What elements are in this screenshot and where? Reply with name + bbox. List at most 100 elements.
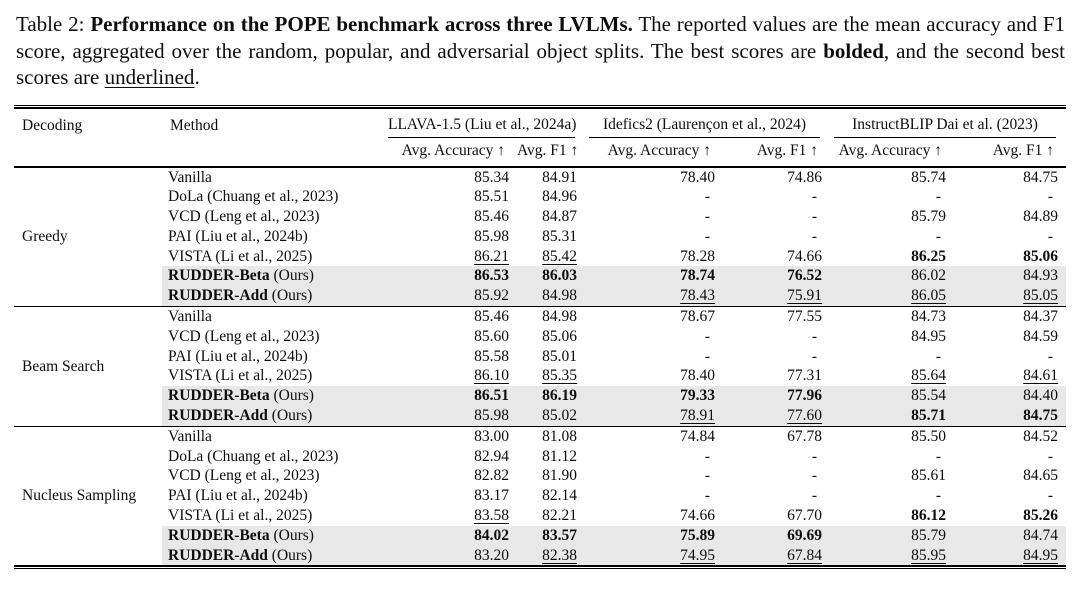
score-value: 74.66 — [787, 247, 823, 265]
score-value: 81.08 — [517, 425, 586, 447]
decoding-strategy-label: Greedy — [14, 166, 162, 307]
subheader-instructblip-f1: Avg. F1 ↑ — [992, 141, 1055, 159]
score-value: - — [811, 467, 818, 485]
score-value: 84.59 — [1023, 327, 1059, 345]
table-row: PAI (Liu et al., 2024b) 85.58 85.01 - - - - — [14, 347, 1066, 367]
score-value: 84.61 — [1023, 367, 1059, 385]
table-row: VISTA (Li et al., 2025) 86.10 85.35 78.40 77… — [14, 366, 1066, 386]
score-value: - — [1047, 347, 1054, 365]
table-row: VCD (Leng et al., 2023) 82.82 81.90 - - 85.61… — [14, 466, 1066, 486]
score-value: 74.95 — [585, 545, 724, 566]
score-value: - — [935, 447, 942, 465]
model-group-llava-label: LLAVA-1.5 (Liu et al., 2024a) — [388, 116, 576, 138]
score-value: 84.91 — [542, 168, 578, 186]
model-group-idefics2: Idefics2 (Laurençon et al., 2024) — [585, 109, 830, 138]
score-value: 78.43 — [585, 286, 724, 307]
method-name: VISTA (Li et al., 2025) — [168, 247, 313, 265]
score-value: 77.96 — [723, 386, 831, 407]
score-value: 78.67 — [585, 306, 724, 327]
score-value: - — [704, 227, 711, 245]
score-value: 84.40 — [954, 386, 1067, 407]
caption-title: Performance on the POPE benchmark across… — [90, 12, 633, 36]
score-value: 77.31 — [787, 367, 823, 385]
score-value: 85.06 — [1023, 247, 1059, 265]
score-value: 85.92 — [384, 286, 517, 307]
score-value: 84.96 — [542, 188, 578, 206]
score-value: - — [704, 347, 711, 365]
score-value: - — [704, 327, 711, 345]
score-value: 78.91 — [585, 406, 724, 427]
score-value: 84.75 — [1023, 168, 1059, 186]
model-group-llava: LLAVA-1.5 (Liu et al., 2024a) — [384, 109, 585, 138]
score-value: 84.65 — [1023, 467, 1059, 485]
caption-underlined-word: underlined — [104, 65, 195, 89]
method-name: RUDDER-Add (Ours) — [162, 286, 384, 307]
score-value: 78.28 — [680, 247, 716, 265]
score-value: - — [704, 467, 711, 485]
method-name: RUDDER-Beta (Ours) — [162, 386, 384, 407]
score-value: 85.34 — [474, 168, 509, 186]
method-name: VCD (Leng et al., 2023) — [168, 327, 320, 345]
score-value: - — [811, 227, 818, 245]
score-value: 85.50 — [830, 425, 955, 447]
score-value: 77.55 — [723, 306, 831, 327]
score-value: - — [1047, 227, 1054, 245]
method-name: Vanilla — [162, 306, 384, 327]
score-value: 86.53 — [384, 266, 517, 287]
score-value: - — [704, 447, 711, 465]
score-value: 76.52 — [723, 266, 831, 287]
method-name: RUDDER-Beta (Ours) — [162, 525, 384, 546]
score-value: 82.14 — [542, 487, 578, 505]
score-value: 67.70 — [787, 507, 823, 525]
table-row: VISTA (Li et al., 2025) 86.21 85.42 78.28 74… — [14, 247, 1066, 267]
score-value: 78.74 — [585, 266, 724, 287]
method-name: DoLa (Chuang et al., 2023) — [168, 188, 339, 206]
model-group-instructblip-label: InstructBLIP Dai et al. (2023) — [834, 116, 1057, 138]
score-value: - — [935, 227, 942, 245]
table-top-rule — [14, 104, 1066, 109]
method-name: VCD (Leng et al., 2023) — [168, 208, 320, 226]
score-value: 86.02 — [830, 266, 955, 287]
score-value: - — [811, 327, 818, 345]
method-name: Vanilla — [162, 425, 384, 447]
table-row: DoLa (Chuang et al., 2023) 85.51 84.96 - - - - — [14, 187, 1066, 207]
score-value: 77.60 — [723, 406, 831, 427]
score-value: 85.71 — [830, 406, 955, 427]
caption-period: . — [194, 65, 200, 89]
method-name: Vanilla — [168, 168, 212, 186]
table-header: Decoding Method LLAVA-1.5 (Liu et al., 2… — [14, 109, 1067, 167]
score-value: 67.78 — [723, 425, 831, 447]
col-header-method: Method — [170, 116, 219, 134]
score-value: - — [704, 188, 711, 206]
table-row: RUDDER-Add (Ours) 85.92 84.98 78.43 75.91 86.… — [14, 286, 1067, 307]
decoding-strategy-label: Beam Search — [14, 306, 162, 427]
model-group-instructblip: InstructBLIP Dai et al. (2023) — [830, 109, 1066, 138]
score-value: 83.20 — [384, 545, 517, 566]
score-value: 85.26 — [1023, 507, 1059, 525]
score-value: 85.98 — [474, 227, 509, 245]
score-value: 85.51 — [474, 188, 509, 206]
score-value: 85.74 — [911, 168, 947, 186]
table-caption: Table 2: Performance on the POPE benchma… — [16, 11, 1065, 91]
score-value: 85.79 — [911, 208, 947, 226]
score-value: - — [1047, 487, 1054, 505]
score-value: 85.01 — [542, 347, 578, 365]
decoding-strategy-label: Nucleus Sampling — [14, 425, 162, 566]
score-value: 85.98 — [384, 406, 517, 427]
table-body: Greedy Vanilla 85.34 84.91 78.40 74.86 85.74 84… — [14, 166, 1067, 566]
score-value: 79.33 — [585, 386, 724, 407]
subheader-instructblip-accuracy: Avg. Accuracy ↑ — [838, 141, 943, 159]
score-value: 85.42 — [542, 247, 578, 265]
caption-table-number: Table 2: — [16, 12, 91, 36]
caption-body-text-2: , and the second best scores are — [16, 38, 1065, 90]
score-value: 84.52 — [954, 425, 1067, 447]
score-value: 69.69 — [723, 525, 831, 546]
score-value: 85.02 — [517, 406, 586, 427]
score-value: - — [811, 447, 818, 465]
score-value: 74.84 — [585, 425, 724, 447]
score-value: 86.21 — [474, 247, 509, 265]
score-value: 86.10 — [474, 367, 509, 385]
score-value: 85.35 — [542, 367, 578, 385]
score-value: 84.73 — [830, 306, 955, 327]
table-row: DoLa (Chuang et al., 2023) 82.94 81.12 - - - - — [14, 447, 1066, 467]
